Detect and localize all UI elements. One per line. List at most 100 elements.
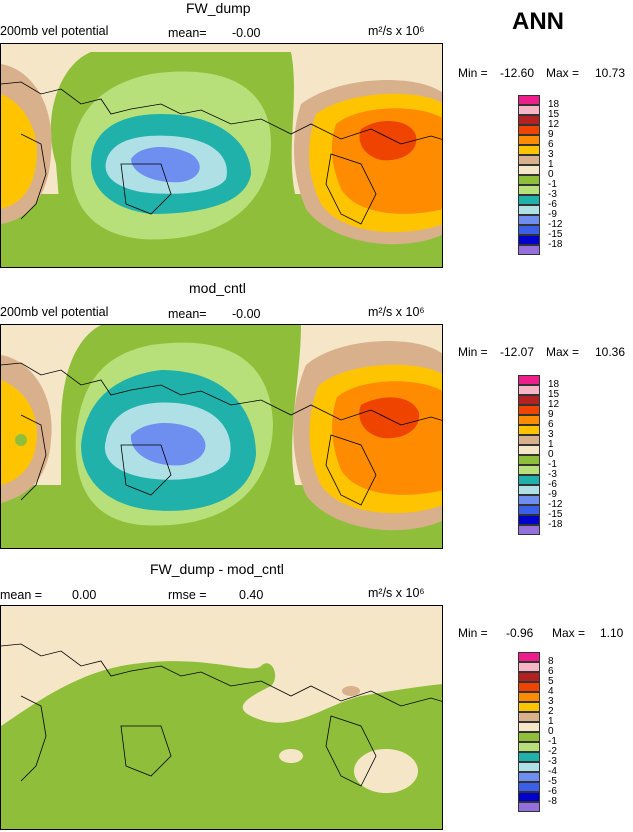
legend-label: -1: [548, 736, 557, 747]
legend-label: 0: [548, 449, 554, 460]
panel3-mean-value: 0.00: [72, 588, 97, 602]
legend-label: -8: [548, 796, 557, 807]
legend-swatch: [518, 505, 540, 515]
legend-swatch: [518, 485, 540, 495]
legend-label: 6: [548, 139, 554, 150]
panel2-units: m²/s x 10⁶: [368, 305, 425, 319]
legend-swatch: [518, 792, 540, 802]
legend-label: -1: [548, 459, 557, 470]
legend-swatch: [518, 395, 540, 405]
legend-label: 15: [548, 109, 560, 120]
legend-swatch: [518, 475, 540, 485]
legend-label: 12: [548, 119, 560, 130]
legend-label: -3: [548, 756, 557, 767]
panel2-field-label: 200mb vel potential: [0, 305, 109, 319]
panel1-min-value: -12.60: [500, 66, 535, 80]
panel2-min-label: Min =: [458, 345, 488, 359]
panel1-mean-value: -0.00: [232, 26, 261, 40]
panel3-min-label: Min =: [458, 626, 488, 640]
legend-swatch: [518, 702, 540, 712]
legend-label: 0: [548, 169, 554, 180]
legend-label: -6: [548, 479, 557, 490]
legend-label: -18: [548, 519, 563, 530]
legend-label: 3: [548, 696, 554, 707]
legend-swatch: [518, 165, 540, 175]
legend-swatch: [518, 105, 540, 115]
legend-label: 18: [548, 379, 560, 390]
contour-zero-island2: [279, 749, 303, 763]
contour-neg1-spot: [15, 434, 27, 446]
panel1-map: [0, 43, 443, 268]
legend-label: 12: [548, 399, 560, 410]
legend-label: 0: [548, 726, 554, 737]
coastline: [1, 362, 442, 506]
legend-swatch: [518, 375, 540, 385]
legend-swatch: [518, 145, 540, 155]
panel1-max-value: 10.73: [595, 66, 626, 80]
legend-swatch: [518, 712, 540, 722]
panel1-max-label: Max =: [546, 66, 580, 80]
panel1-field-label: 200mb vel potential: [0, 24, 109, 38]
panel3-max-value: 1.10: [600, 626, 624, 640]
panel2-legend: 18 15 12 9 6 3 1 0 -1 -3 -6 -9 -12 -15 -18: [518, 375, 578, 545]
legend-label: 6: [548, 419, 554, 430]
legend-label: 1: [548, 439, 554, 450]
legend-label: -2: [548, 746, 557, 757]
legend-label: 8: [548, 656, 554, 667]
legend-label: 3: [548, 149, 554, 160]
panel3-map: [0, 605, 443, 830]
legend-swatch: [518, 652, 540, 662]
legend-swatch: [518, 385, 540, 395]
legend-swatch: [518, 682, 540, 692]
legend-label: -3: [548, 189, 557, 200]
legend-label: -1: [548, 179, 557, 190]
legend-swatch: [518, 155, 540, 165]
legend-swatch: [518, 135, 540, 145]
legend-swatch: [518, 225, 540, 235]
panel3-max-label: Max =: [552, 626, 586, 640]
contour-pos1-spot: [342, 686, 360, 696]
legend-label: -9: [548, 489, 557, 500]
legend-swatch: [518, 465, 540, 475]
panel3-units: m²/s x 10⁶: [368, 586, 425, 600]
contour-pos-right9: [359, 397, 420, 439]
legend-label: 3: [548, 429, 554, 440]
panel3-rmse-label: rmse =: [168, 588, 207, 602]
legend-swatch: [518, 435, 540, 445]
legend-label: -3: [548, 469, 557, 480]
legend-swatch: [518, 672, 540, 682]
legend-swatch: [518, 762, 540, 772]
legend-swatch: [518, 95, 540, 105]
legend-swatch: [518, 215, 540, 225]
legend-label: 1: [548, 159, 554, 170]
legend-label: 15: [548, 389, 560, 400]
legend-label: -6: [548, 199, 557, 210]
legend-label: -5: [548, 776, 557, 787]
legend-label: 1: [548, 716, 554, 727]
panel2-min-value: -12.07: [500, 345, 535, 359]
legend-label: -9: [548, 209, 557, 220]
legend-label: -12: [548, 219, 563, 230]
legend-swatch: [518, 782, 540, 792]
legend-label: 18: [548, 99, 560, 110]
legend-label: -15: [548, 229, 563, 240]
legend-swatch: [518, 772, 540, 782]
legend-label: 9: [548, 129, 554, 140]
contour-pos-left3: [1, 380, 37, 485]
legend-label: 6: [548, 666, 554, 677]
contour-neg1: [1, 661, 442, 829]
coastline: [1, 643, 442, 787]
legend-swatch: [518, 125, 540, 135]
legend-swatch: [518, 722, 540, 732]
legend-swatch: [518, 175, 540, 185]
panel1-mean-label: mean=: [168, 26, 207, 40]
legend-swatch: [518, 425, 540, 435]
panel1-min-label: Min =: [458, 66, 488, 80]
legend-label: -18: [548, 239, 563, 250]
legend-swatch: [518, 445, 540, 455]
legend-label: 9: [548, 409, 554, 420]
contour-neg9: [131, 147, 200, 183]
panel3-legend: 8 6 5 4 3 2 1 0 -1 -2 -3 -4 -5 -6 -8: [518, 652, 578, 822]
contour-zero-island1: [354, 749, 418, 793]
legend-swatch: [518, 525, 540, 535]
